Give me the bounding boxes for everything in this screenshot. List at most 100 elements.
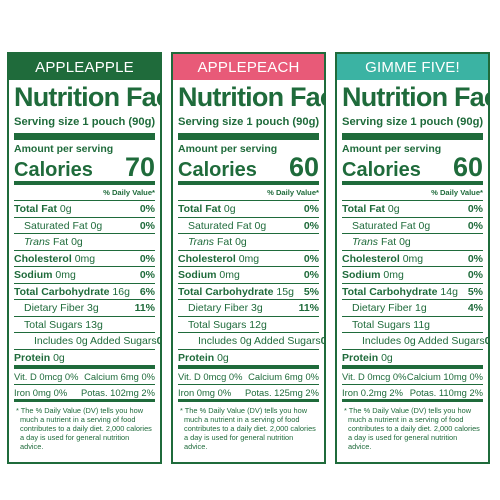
saturated-fat-label: Saturated Fat — [24, 219, 88, 232]
iron-potassium-row: Iron 0mg 0% Potas. 102mg 2% — [14, 385, 155, 402]
trans-fat-row: Trans Fat 0g — [14, 234, 155, 251]
cholesterol-label: Cholesterol — [14, 252, 72, 265]
calories-label: Calories — [178, 159, 257, 181]
trans-fat-row: Trans Fat 0g — [342, 234, 483, 251]
sodium-pct: 0% — [139, 269, 155, 281]
sodium-pct: 0% — [303, 269, 319, 281]
sodium-label: Sodium — [342, 269, 381, 281]
trans-label: Trans — [188, 236, 215, 248]
cholesterol-label: Cholesterol — [178, 252, 236, 265]
carbohydrate-row: Total Carbohydrate 16g 6% — [14, 284, 155, 300]
flavor-header: GIMME FIVE! — [337, 54, 488, 80]
trans-fat-amount: Fat 0g — [52, 236, 83, 248]
flavor-header: APPLEAPPLE — [9, 54, 160, 80]
daily-value-footnote: * The % Daily Value (DV) tells you how m… — [16, 406, 152, 451]
carbohydrate-pct: 5% — [303, 285, 319, 298]
calories-row: Calories 60 — [178, 154, 319, 185]
saturated-fat-amount: 0g — [254, 219, 267, 232]
carbohydrate-row: Total Carbohydrate 15g 5% — [178, 284, 319, 300]
trans-fat-amount: Fat 0g — [380, 236, 411, 248]
cholesterol-amount: 0mg — [74, 252, 96, 265]
saturated-fat-amount: 0g — [90, 219, 103, 232]
fiber-label: Dietary Fiber 3g — [188, 302, 263, 314]
protein-amount: 0g — [381, 351, 393, 364]
saturated-fat-pct: 0% — [139, 219, 155, 232]
carbohydrate-label: Total Carbohydrate — [178, 285, 274, 298]
fiber-row: Dietary Fiber 1g 4% — [342, 300, 483, 317]
serving-size: Serving size 1 pouch (90g) — [342, 111, 483, 140]
daily-value-header: % Daily Value* — [14, 185, 155, 201]
nutrition-panel-appleapple: APPLEAPPLE Nutrition Facts Serving size … — [7, 52, 162, 464]
carbohydrate-label: Total Carbohydrate — [14, 285, 110, 298]
potassium: Potas. 125mg 2% — [244, 386, 319, 398]
total-fat-row: Total Fat 0g 0% — [342, 201, 483, 218]
cholesterol-label: Cholesterol — [342, 252, 400, 265]
total-fat-amount: 0g — [387, 203, 400, 215]
iron-potassium-row: Iron 0mg 0% Potas. 125mg 2% — [178, 385, 319, 402]
carbohydrate-amount: 14g — [440, 285, 458, 298]
protein-amount: 0g — [217, 351, 229, 364]
iron-potassium-row: Iron 0.2mg 2% Potas. 110mg 2% — [342, 385, 483, 402]
cholesterol-pct: 0% — [303, 252, 319, 265]
daily-value-header: % Daily Value* — [178, 185, 319, 201]
iron: Iron 0mg 0% — [14, 386, 68, 398]
iron: Iron 0.2mg 2% — [342, 386, 403, 398]
calories-value: 70 — [124, 152, 155, 182]
vitamin-d-calcium-row: Vit. D 0mcg 0% Calcium 10mg 0% — [342, 369, 483, 385]
added-sugars-pct: 0% — [320, 335, 326, 347]
daily-value-header: % Daily Value* — [342, 185, 483, 201]
sodium-pct: 0% — [467, 269, 483, 281]
total-fat-amount: 0g — [59, 203, 72, 215]
calories-row: Calories 60 — [342, 154, 483, 185]
sodium-row: Sodium 0mg 0% — [342, 267, 483, 284]
fiber-label: Dietary Fiber 3g — [24, 302, 99, 314]
protein-amount: 0g — [53, 351, 65, 364]
saturated-fat-label: Saturated Fat — [188, 219, 252, 232]
nutrition-facts-title: Nutrition Facts — [342, 82, 488, 112]
sugars-label: Total Sugars 13g — [24, 318, 103, 331]
total-fat-label: Total Fat — [342, 203, 385, 215]
total-fat-label: Total Fat — [14, 203, 57, 215]
calories-label: Calories — [14, 159, 93, 181]
trans-fat-row: Trans Fat 0g — [178, 234, 319, 251]
trans-fat-amount: Fat 0g — [216, 236, 247, 248]
cholesterol-row: Cholesterol 0mg 0% — [14, 251, 155, 267]
cholesterol-pct: 0% — [467, 252, 483, 265]
protein-row: Protein 0g — [14, 350, 155, 369]
amount-per-serving: Amount per serving — [14, 143, 114, 155]
vitamin-d: Vit. D 0mcg 0% — [14, 371, 79, 382]
total-fat-label: Total Fat — [178, 203, 221, 215]
protein-row: Protein 0g — [342, 350, 483, 369]
protein-label: Protein — [178, 351, 215, 364]
nutrition-facts-title: Nutrition Facts — [178, 82, 324, 112]
carbohydrate-row: Total Carbohydrate 14g 5% — [342, 284, 483, 300]
calories-label: Calories — [342, 159, 421, 181]
sugars-label: Total Sugars 12g — [188, 318, 267, 331]
fiber-label: Dietary Fiber 1g — [352, 302, 427, 314]
saturated-fat-row: Saturated Fat 0g 0% — [178, 218, 319, 234]
iron: Iron 0mg 0% — [178, 386, 232, 398]
vitamin-d-calcium-row: Vit. D 0mcg 0% Calcium 6mg 0% — [178, 369, 319, 385]
nutrition-panel-applepeach: APPLEPEACH Nutrition Facts Serving size … — [171, 52, 326, 464]
sugars-row: Total Sugars 11g — [342, 317, 483, 333]
sodium-row: Sodium 0mg 0% — [178, 267, 319, 284]
saturated-fat-row: Saturated Fat 0g 0% — [342, 218, 483, 234]
fiber-pct: 11% — [134, 302, 155, 314]
trans-label: Trans — [352, 236, 379, 248]
saturated-fat-pct: 0% — [303, 219, 319, 232]
saturated-fat-amount: 0g — [418, 219, 431, 232]
sodium-label: Sodium — [178, 269, 217, 281]
trans-label: Trans — [24, 236, 51, 248]
sugars-row: Total Sugars 13g — [14, 317, 155, 333]
calcium: Calcium 6mg 0% — [248, 371, 319, 382]
carbohydrate-pct: 6% — [139, 285, 155, 298]
added-sugars-row: Includes 0g Added Sugars 0% — [178, 333, 324, 350]
carbohydrate-label: Total Carbohydrate — [342, 285, 438, 298]
total-fat-pct: 0% — [467, 203, 483, 215]
flavor-header: APPLEPEACH — [173, 54, 324, 80]
total-fat-row: Total Fat 0g 0% — [14, 201, 155, 218]
added-sugars-label: Includes 0g Added Sugars — [362, 335, 485, 347]
serving-size: Serving size 1 pouch (90g) — [14, 111, 155, 140]
fiber-pct: 4% — [467, 302, 483, 314]
